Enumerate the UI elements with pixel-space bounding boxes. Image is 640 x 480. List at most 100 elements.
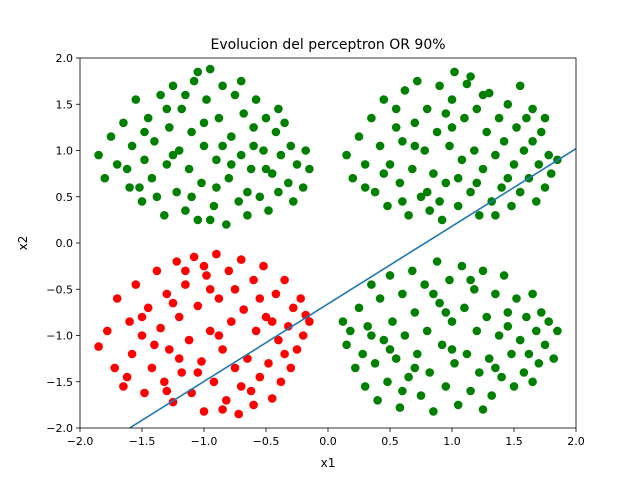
data-point	[379, 95, 389, 104]
data-point	[379, 169, 389, 178]
data-point	[227, 317, 236, 326]
data-point	[408, 266, 417, 276]
x-tick-label: 1.5	[505, 435, 523, 448]
data-point	[181, 206, 190, 215]
data-point	[429, 289, 438, 299]
x-tick-label: 2.0	[567, 435, 585, 448]
data-point	[246, 386, 256, 396]
data-point	[165, 345, 174, 354]
data-point	[447, 345, 457, 354]
data-point	[410, 118, 420, 128]
data-point	[286, 141, 296, 151]
data-point	[160, 211, 169, 220]
data-point	[125, 317, 134, 326]
data-point	[470, 285, 479, 294]
data-point	[274, 187, 283, 197]
data-point	[189, 252, 199, 262]
data-point	[429, 407, 438, 416]
data-point	[222, 396, 231, 405]
data-point	[475, 211, 484, 220]
data-point	[478, 90, 488, 100]
data-point	[112, 160, 122, 169]
data-point	[494, 331, 504, 340]
data-point	[212, 183, 221, 192]
data-point	[540, 183, 550, 192]
data-point	[261, 164, 271, 174]
data-point	[528, 104, 537, 114]
data-point	[348, 173, 358, 183]
data-point	[478, 164, 488, 174]
data-point	[410, 363, 420, 373]
data-point	[205, 64, 215, 74]
data-point	[472, 326, 482, 336]
data-point	[524, 349, 534, 359]
data-point	[106, 132, 116, 141]
data-point	[187, 192, 196, 202]
data-point	[512, 123, 521, 132]
y-tick-label: 0.5	[56, 191, 74, 204]
data-point	[140, 388, 149, 398]
x-axis-ticks: −2.0 −1.5 −1.0 −0.5 0.0 0.5 1.0 1.5 2.0	[67, 428, 585, 448]
y-tick-label: 0.0	[56, 237, 74, 250]
data-point	[466, 72, 475, 81]
data-point	[373, 396, 382, 405]
data-point	[234, 197, 243, 206]
data-point	[400, 331, 410, 340]
data-point	[218, 345, 227, 354]
data-point	[367, 113, 376, 123]
y-tick-label: −0.5	[46, 283, 73, 296]
data-point	[181, 266, 190, 276]
x-tick-label: 0.0	[319, 435, 337, 448]
data-point	[193, 67, 203, 77]
data-point	[249, 400, 258, 410]
data-point	[549, 354, 558, 363]
data-point	[181, 90, 190, 100]
data-point	[503, 322, 513, 331]
data-point	[460, 113, 469, 123]
data-point	[441, 308, 451, 317]
y-tick-label: 2.0	[56, 52, 74, 65]
data-point	[261, 113, 271, 123]
data-point	[522, 113, 531, 123]
data-point	[140, 155, 149, 165]
data-point	[230, 285, 240, 294]
data-point	[420, 280, 430, 289]
data-point	[338, 317, 348, 326]
data-point	[528, 137, 537, 146]
data-point	[482, 127, 492, 137]
x-tick-label: −1.5	[129, 435, 156, 448]
data-point	[478, 405, 488, 414]
data-point	[227, 160, 236, 169]
data-point	[383, 377, 392, 387]
data-point	[236, 382, 246, 391]
data-point	[286, 363, 296, 373]
decision-line	[129, 147, 576, 428]
data-point	[181, 280, 190, 289]
data-point	[131, 280, 141, 289]
data-point	[342, 340, 351, 350]
data-point	[214, 294, 224, 303]
data-point	[267, 317, 277, 326]
data-point	[466, 275, 475, 285]
data-point	[174, 146, 184, 155]
data-point	[499, 271, 509, 280]
data-point	[441, 382, 451, 391]
data-point	[162, 160, 172, 169]
data-point	[408, 164, 417, 174]
data-point	[271, 127, 281, 137]
data-point	[267, 169, 277, 178]
data-point	[94, 342, 103, 351]
data-point	[305, 164, 314, 174]
data-point	[177, 104, 186, 114]
data-point	[370, 187, 380, 197]
data-point	[100, 173, 110, 183]
data-point	[251, 326, 261, 336]
data-point	[222, 220, 231, 229]
data-point	[298, 331, 308, 340]
data-point	[276, 150, 286, 160]
data-point	[453, 173, 463, 183]
decision-boundary	[129, 147, 576, 428]
x-tick-label: 1.0	[443, 435, 461, 448]
data-point	[227, 132, 236, 141]
